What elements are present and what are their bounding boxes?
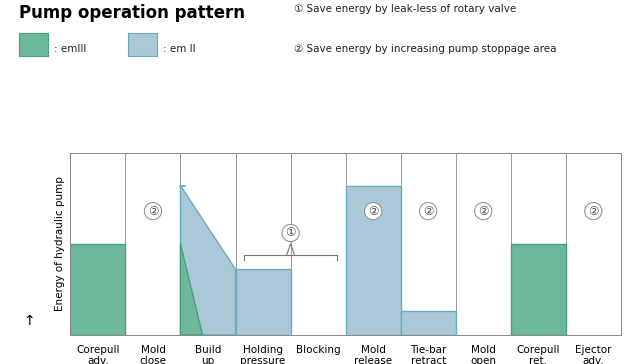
Text: ① Save energy by leak-less of rotary valve: ① Save energy by leak-less of rotary val… [294, 4, 516, 13]
Text: ②: ② [148, 205, 158, 218]
Polygon shape [401, 311, 456, 335]
Text: ②: ② [588, 205, 598, 218]
Polygon shape [180, 186, 236, 335]
Polygon shape [70, 244, 125, 335]
Text: ↑: ↑ [23, 314, 35, 328]
Polygon shape [180, 244, 202, 335]
Text: ②: ② [423, 205, 433, 218]
Text: ② Save energy by increasing pump stoppage area: ② Save energy by increasing pump stoppag… [294, 44, 557, 54]
Y-axis label: Energy of hydraulic pump: Energy of hydraulic pump [55, 177, 65, 311]
Text: ②: ② [368, 205, 378, 218]
Text: Pump operation pattern: Pump operation pattern [19, 4, 245, 21]
Text: : em II: : em II [163, 44, 196, 54]
Text: : emIII: : emIII [54, 44, 87, 54]
Text: ②: ② [478, 205, 488, 218]
Polygon shape [511, 244, 566, 335]
Text: ①: ① [285, 226, 296, 240]
Polygon shape [236, 269, 291, 335]
Polygon shape [346, 186, 401, 335]
